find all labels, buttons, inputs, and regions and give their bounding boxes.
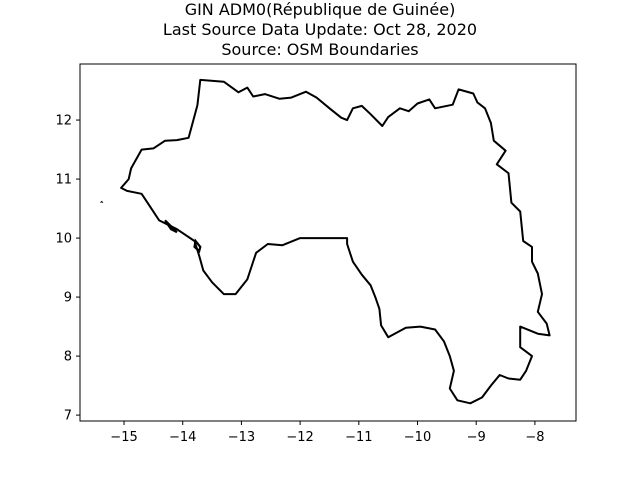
x-tick-label: −13 <box>228 430 255 445</box>
x-axis: −15 −14 −13 −12 −11 −10 −9 −8 <box>110 421 544 445</box>
country-boundary <box>120 78 551 405</box>
boundary-layer <box>100 78 551 405</box>
x-tick-label: −8 <box>525 430 544 445</box>
x-tick-label: −9 <box>467 430 486 445</box>
y-tick-label: 12 <box>55 114 72 129</box>
x-tick-label: −12 <box>286 430 313 445</box>
y-tick-label: 10 <box>55 232 72 247</box>
title-line-2: Last Source Data Update: Oct 28, 2020 <box>162 20 478 39</box>
x-tick-label: −15 <box>110 430 137 445</box>
y-tick-label: 7 <box>64 409 72 424</box>
x-tick-label: −10 <box>404 430 431 445</box>
y-tick-label: 9 <box>64 291 72 306</box>
island-boundary <box>100 200 104 204</box>
island-boundary <box>193 238 202 254</box>
axes-frame <box>79 63 577 422</box>
title-line-1: GIN ADM0(République de Guinée) <box>184 0 456 19</box>
title-line-3: Source: OSM Boundaries <box>221 40 419 59</box>
y-tick-label: 11 <box>55 173 72 188</box>
x-tick-label: −14 <box>169 430 196 445</box>
y-axis: 7 8 9 10 11 12 <box>55 114 80 424</box>
y-tick-label: 8 <box>64 350 72 365</box>
x-tick-label: −11 <box>345 430 372 445</box>
island-boundary <box>164 219 178 234</box>
map-title: GIN ADM0(République de Guinée) Last Sour… <box>0 0 640 60</box>
